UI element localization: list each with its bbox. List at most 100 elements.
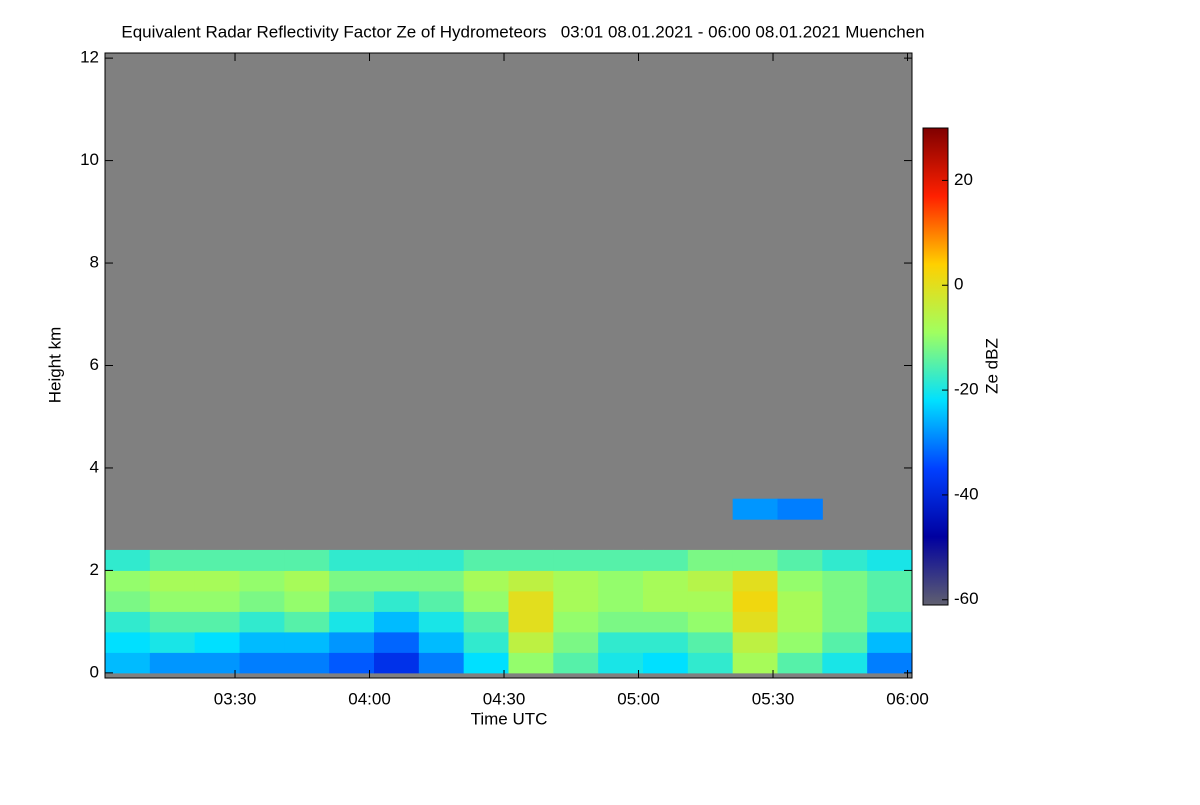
heatmap-cell — [822, 570, 868, 592]
heatmap-cell — [598, 549, 644, 571]
heatmap-cell — [149, 611, 196, 633]
heatmap-cell — [105, 652, 151, 674]
heatmap-cell — [822, 590, 868, 612]
heatmap-cell — [732, 590, 778, 612]
colorbar — [922, 127, 949, 606]
heatmap-cell — [643, 652, 689, 674]
heatmap-cell — [822, 549, 868, 571]
heatmap-cell — [687, 652, 734, 674]
heatmap-cell — [732, 631, 778, 653]
heatmap-cell — [822, 611, 868, 633]
y-tick-label: 2 — [90, 560, 99, 579]
heatmap-cell — [194, 652, 240, 674]
colorbar-tick-label: -60 — [954, 589, 979, 608]
x-axis-label: Time UTC — [471, 709, 548, 728]
heatmap-cell — [463, 652, 509, 674]
heatmap-cell — [194, 549, 240, 571]
heatmap-cell — [867, 570, 913, 592]
heatmap-cell — [463, 590, 509, 612]
heatmap-cell — [194, 631, 240, 653]
chart-title: Equivalent Radar Reflectivity Factor Ze … — [121, 22, 924, 41]
heatmap-cell — [239, 652, 285, 674]
heatmap-cell — [822, 631, 868, 653]
heatmap-cell — [508, 611, 554, 633]
heatmap-cell — [867, 631, 913, 653]
heatmap-cell — [777, 570, 823, 592]
heatmap-cell — [284, 570, 330, 592]
heatmap-cell — [732, 549, 778, 571]
heatmap-cell — [553, 652, 599, 674]
heatmap-cell — [687, 590, 734, 612]
heatmap-cell — [508, 652, 554, 674]
heatmap-cell — [508, 631, 554, 653]
heatmap-cell — [329, 590, 375, 612]
colorbar-tick-label: 20 — [954, 170, 973, 189]
heatmap-cell — [329, 549, 375, 571]
heatmap-cell — [149, 652, 196, 674]
heatmap-cell — [867, 611, 913, 633]
y-tick-label: 8 — [90, 253, 99, 272]
heatmap-cell — [508, 570, 554, 592]
heatmap-cell — [149, 590, 196, 612]
heatmap-cell — [732, 611, 778, 633]
heatmap-cell — [105, 611, 151, 633]
heatmap-cell — [553, 611, 599, 633]
y-tick-label: 10 — [80, 150, 99, 169]
heatmap-cell — [643, 590, 689, 612]
heatmap-cell — [194, 590, 240, 612]
heatmap-cell — [777, 498, 823, 520]
heatmap-cell — [105, 549, 151, 571]
heatmap-cell — [194, 570, 240, 592]
y-tick-label: 0 — [90, 662, 99, 681]
x-tick-label: 04:30 — [483, 689, 526, 708]
heatmap-cell — [418, 549, 465, 571]
heatmap-cell — [239, 549, 285, 571]
heatmap-cell — [822, 652, 868, 674]
heatmap-cell — [643, 631, 689, 653]
colorbar-tick-label: -20 — [954, 380, 979, 399]
heatmap-cell — [105, 590, 151, 612]
heatmap-cell — [553, 590, 599, 612]
x-tick-label: 06:00 — [886, 689, 929, 708]
heatmap-cell — [374, 611, 420, 633]
heatmap-cell — [867, 652, 913, 674]
heatmap-cell — [284, 631, 330, 653]
heatmap-cell — [463, 570, 509, 592]
x-tick-label: 04:00 — [348, 689, 391, 708]
heatmap-cell — [284, 652, 330, 674]
heatmap-cell — [329, 570, 375, 592]
heatmap-cell — [867, 549, 913, 571]
heatmap-cell — [777, 611, 823, 633]
heatmap-cell — [194, 611, 240, 633]
heatmap-cell — [553, 570, 599, 592]
heatmap-cell — [732, 652, 778, 674]
heatmap-cell — [598, 570, 644, 592]
heatmap-cell — [598, 590, 644, 612]
heatmap-cell — [553, 549, 599, 571]
heatmap-cell — [732, 570, 778, 592]
y-tick-label: 12 — [80, 48, 99, 67]
heatmap-cell — [374, 652, 420, 674]
heatmap-cell — [643, 570, 689, 592]
heatmap-cell — [553, 631, 599, 653]
heatmap-cell — [418, 590, 465, 612]
heatmap-cell — [418, 611, 465, 633]
heatmap-cell — [732, 498, 778, 520]
heatmap-cell — [418, 631, 465, 653]
heatmap-cell — [418, 652, 465, 674]
heatmap-cell — [239, 590, 285, 612]
heatmap-cell — [867, 590, 913, 612]
heatmap-cell — [598, 631, 644, 653]
heatmap-cell — [598, 652, 644, 674]
heatmap-cell — [149, 631, 196, 653]
heatmap-cell — [598, 611, 644, 633]
heatmap-cell — [463, 611, 509, 633]
heatmap-cell — [374, 549, 420, 571]
heatmap-cell — [329, 631, 375, 653]
heatmap-cell — [687, 549, 734, 571]
heatmap-cell — [239, 631, 285, 653]
colorbar-tick-label: 0 — [954, 275, 963, 294]
heatmap-cell — [284, 590, 330, 612]
heatmap-cell — [329, 652, 375, 674]
